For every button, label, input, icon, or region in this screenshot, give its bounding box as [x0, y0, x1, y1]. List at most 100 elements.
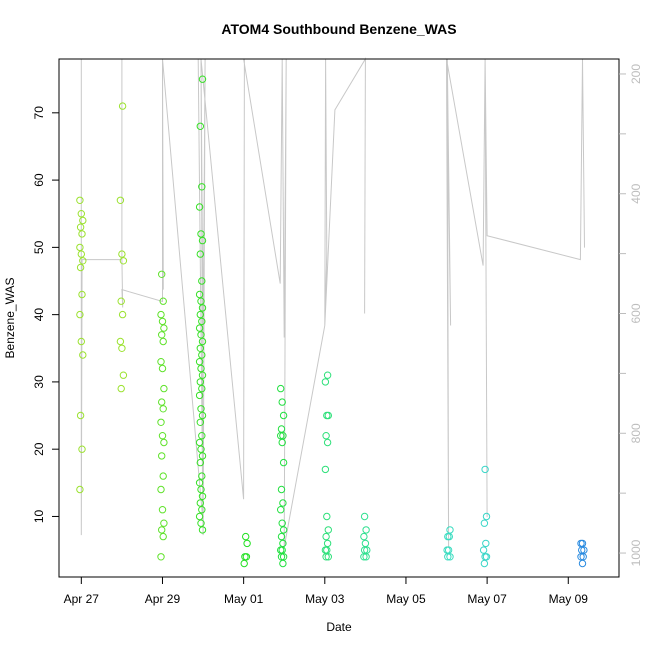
data-point [158, 398, 166, 406]
x-tick-label: May 05 [386, 592, 426, 606]
series-group [240, 532, 251, 568]
data-point [76, 223, 85, 231]
data-point [198, 351, 206, 359]
data-point [157, 485, 165, 494]
series-group [321, 371, 332, 561]
data-point [277, 506, 285, 514]
y-tick-label: 30 [32, 375, 46, 389]
data-point [78, 445, 86, 453]
y-tick-label: 20 [32, 442, 46, 456]
data-point [195, 391, 204, 400]
data-point [119, 371, 128, 379]
data-point [117, 384, 125, 393]
data-point [277, 532, 286, 541]
y2-tick-label: 800 [629, 423, 643, 443]
data-point [279, 559, 287, 568]
data-point [446, 526, 454, 534]
data-point [197, 445, 205, 453]
data-point [482, 553, 491, 561]
data-point [444, 553, 452, 561]
data-point [76, 411, 85, 420]
data-point [198, 75, 207, 83]
data-point [196, 418, 205, 426]
data-points-group [76, 75, 588, 568]
data-point [195, 479, 204, 487]
data-point [360, 532, 368, 541]
data-point [195, 438, 204, 447]
data-point [198, 492, 207, 500]
series-group [157, 270, 168, 561]
data-point [481, 465, 489, 474]
x-axis-label: Date [326, 620, 352, 634]
y2-tick-label: 1000 [629, 539, 643, 566]
data-point [76, 243, 84, 252]
y-tick-label: 40 [32, 308, 46, 322]
data-point [278, 438, 286, 447]
data-point [360, 553, 368, 561]
data-point [76, 485, 84, 494]
data-point [196, 310, 205, 319]
y-tick-label: 70 [32, 106, 46, 120]
data-point [578, 559, 587, 568]
data-point [158, 432, 167, 440]
x-tick-label: Apr 29 [145, 592, 181, 606]
data-point [197, 519, 205, 527]
data-point [277, 485, 286, 494]
data-point [160, 438, 168, 447]
series-group [277, 384, 288, 568]
x-tick-label: May 09 [549, 592, 589, 606]
data-point [323, 438, 332, 447]
data-point [116, 337, 125, 346]
chart-title: ATOM4 Southbound Benzene_WAS [221, 21, 456, 37]
data-point [361, 539, 370, 548]
data-point [198, 337, 207, 346]
y-axis-label: Benzene_WAS [3, 278, 17, 359]
data-point [195, 203, 204, 211]
data-point [160, 324, 168, 332]
data-point [76, 263, 85, 272]
data-point [77, 250, 86, 258]
data-point [444, 532, 452, 541]
data-point [577, 539, 585, 548]
data-point [321, 465, 330, 474]
data-point [118, 310, 127, 319]
data-point [321, 378, 330, 386]
data-point [197, 331, 205, 339]
data-point [198, 432, 206, 440]
data-point [196, 378, 205, 386]
data-point [446, 553, 454, 561]
data-point [196, 458, 205, 467]
data-point [324, 553, 332, 561]
data-point [240, 559, 248, 568]
data-point [157, 358, 165, 366]
data-point [243, 539, 251, 548]
data-point [198, 183, 206, 191]
data-point [482, 512, 491, 521]
x-tick-label: May 01 [224, 592, 264, 606]
data-point [277, 553, 286, 561]
data-point [195, 290, 204, 299]
data-point [198, 411, 207, 420]
axes-group: Apr 27 Apr 29 May 01 May 03 May 05 May 07 May … [32, 58, 643, 606]
pressure-trace-line [80, 57, 585, 548]
data-point [158, 317, 167, 326]
series-group [479, 465, 491, 568]
data-point [117, 297, 125, 305]
data-point [198, 506, 206, 514]
data-point [362, 553, 370, 561]
data-point [279, 458, 288, 467]
data-point [482, 539, 490, 548]
series-group [360, 512, 371, 561]
data-point [444, 546, 453, 554]
data-point [277, 432, 285, 440]
data-point [278, 398, 286, 406]
data-point [196, 499, 205, 507]
data-point [198, 277, 206, 285]
data-point [158, 526, 166, 534]
data-point [157, 310, 165, 319]
y-tick-label: 50 [32, 240, 46, 254]
data-point [578, 539, 587, 548]
data-point [324, 526, 332, 534]
data-point [118, 344, 126, 352]
